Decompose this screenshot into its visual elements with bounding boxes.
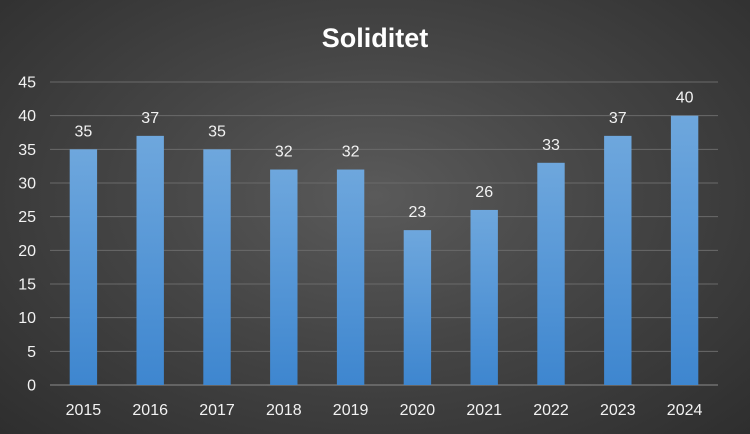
y-tick-label: 15 bbox=[18, 277, 36, 294]
bar-2015 bbox=[69, 149, 98, 385]
data-label-2020: 23 bbox=[409, 204, 427, 221]
data-label-2018: 32 bbox=[275, 144, 293, 161]
labels-layer: 35 37 35 32 32 23 26 33 37 40 bbox=[75, 90, 694, 221]
data-label-2017: 35 bbox=[208, 123, 226, 140]
y-axis: 0 5 10 15 20 25 30 35 40 45 bbox=[18, 75, 36, 395]
y-tick-label: 25 bbox=[18, 209, 36, 226]
bar-2021 bbox=[470, 209, 498, 385]
bar-2020 bbox=[403, 230, 432, 385]
x-tick-label-2024: 2024 bbox=[667, 402, 703, 419]
x-tick-label-2020: 2020 bbox=[400, 402, 436, 419]
data-label-2023: 37 bbox=[609, 110, 627, 127]
data-label-2015: 35 bbox=[75, 123, 93, 140]
bars-layer bbox=[69, 115, 699, 386]
data-label-2022: 33 bbox=[542, 137, 560, 154]
y-tick-label: 45 bbox=[18, 75, 36, 92]
x-tick-label-2017: 2017 bbox=[199, 402, 235, 419]
data-label-2019: 32 bbox=[342, 144, 360, 161]
y-tick-label: 20 bbox=[18, 243, 36, 260]
bar-2022 bbox=[537, 162, 565, 385]
bar-2024 bbox=[670, 115, 699, 386]
bar-2023 bbox=[604, 135, 632, 385]
x-tick-label-2023: 2023 bbox=[600, 402, 636, 419]
y-tick-label: 40 bbox=[18, 108, 36, 125]
x-tick-label-2019: 2019 bbox=[333, 402, 369, 419]
y-tick-label: 30 bbox=[18, 176, 36, 193]
x-tick-label-2021: 2021 bbox=[466, 402, 502, 419]
x-tick-label-2022: 2022 bbox=[533, 402, 569, 419]
x-tick-label-2016: 2016 bbox=[132, 402, 168, 419]
y-tick-label: 0 bbox=[27, 378, 36, 395]
data-label-2016: 37 bbox=[141, 110, 159, 127]
bar-2017 bbox=[203, 149, 231, 385]
data-label-2024: 40 bbox=[676, 90, 694, 107]
x-tick-label-2018: 2018 bbox=[266, 402, 302, 419]
y-tick-label: 35 bbox=[18, 142, 36, 159]
x-axis: 2015 2016 2017 2018 2019 2020 2021 2022 2023 2024 bbox=[66, 402, 703, 419]
y-tick-label: 10 bbox=[18, 310, 36, 327]
bar-2016 bbox=[136, 135, 164, 385]
bar-2018 bbox=[270, 169, 298, 385]
chart-title: Soliditet bbox=[322, 23, 429, 53]
data-label-2021: 26 bbox=[475, 184, 493, 201]
y-tick-label: 5 bbox=[27, 344, 36, 361]
x-tick-label-2015: 2015 bbox=[66, 402, 102, 419]
bar-2019 bbox=[336, 169, 365, 385]
